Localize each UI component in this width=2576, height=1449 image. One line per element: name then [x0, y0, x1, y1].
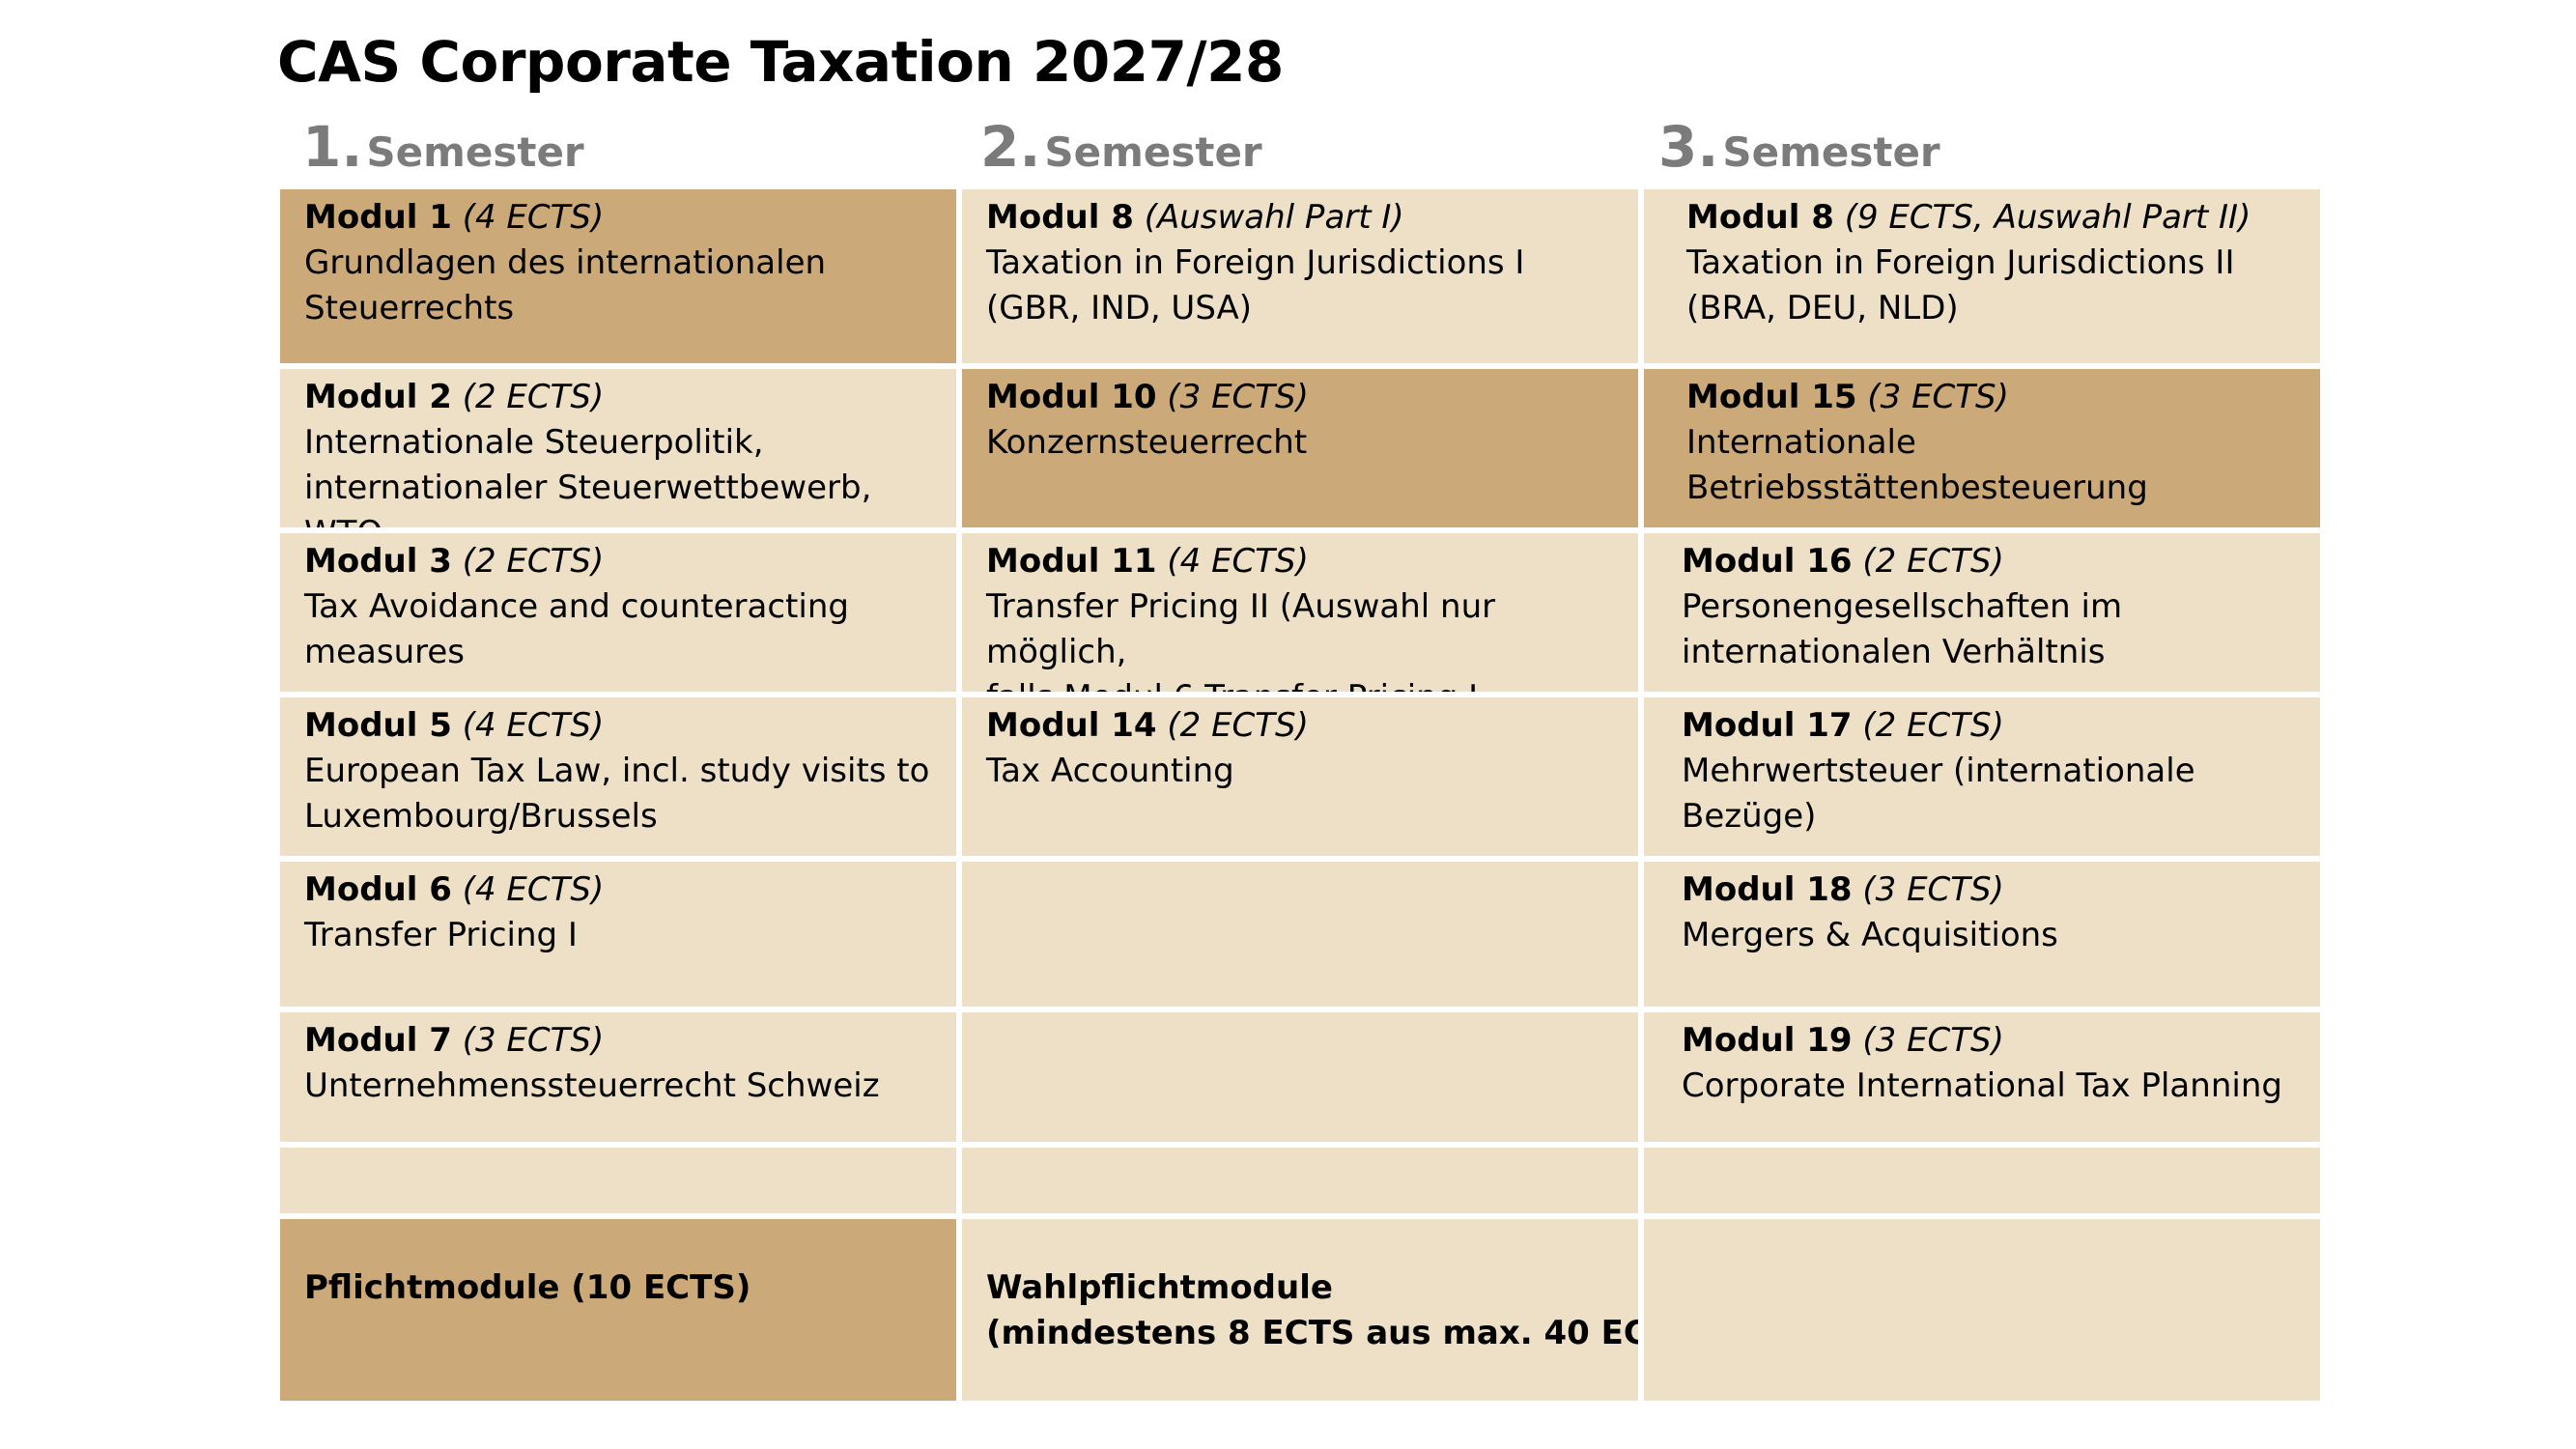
- module-number: Modul 8: [1686, 198, 1834, 237]
- module-number: Modul 15: [1686, 378, 1857, 416]
- module-number: Modul 18: [1682, 870, 1853, 909]
- empty-cell: [1644, 1219, 2320, 1401]
- module-number: Modul 16: [1682, 542, 1853, 581]
- module-number: Modul 7: [304, 1021, 452, 1060]
- semester-number: 2.: [980, 114, 1041, 180]
- module-cell: Modul 15 (3 ECTS) Internationale Betrieb…: [1644, 369, 2320, 527]
- module-description: European Tax Law, incl. study visits to …: [304, 752, 930, 836]
- module-number: Modul 1: [304, 198, 452, 237]
- module-description: Internationale Betriebsstättenbesteuerun…: [1686, 423, 2148, 507]
- module-description: Taxation in Foreign Jurisdictions I (GBR…: [986, 243, 1525, 327]
- module-description: Grundlagen des internationalen Steuerrec…: [304, 243, 827, 327]
- module-ects: (9 ECTS, Auswahl Part II): [1844, 198, 2251, 237]
- pflichtmodule-label: Pflichtmodule (10 ECTS): [304, 1268, 751, 1307]
- module-description: Corporate International Tax Planning: [1682, 1066, 2282, 1105]
- module-cell: Modul 16 (2 ECTS) Personengesellschaften…: [1644, 533, 2320, 692]
- module-ects: (3 ECTS): [1867, 378, 2009, 416]
- module-number: Modul 2: [304, 378, 452, 416]
- module-ects: (3 ECTS): [1862, 870, 2004, 909]
- module-ects: (3 ECTS): [462, 1021, 605, 1060]
- semester-3-header: 3.Semester: [1658, 114, 1940, 180]
- module-ects: (3 ECTS): [1167, 378, 1309, 416]
- semester-label: Semester: [1722, 128, 1940, 176]
- module-cell: Modul 6 (4 ECTS) Transfer Pricing I: [280, 862, 956, 1007]
- module-cell: Modul 18 (3 ECTS) Mergers & Acquisitions: [1644, 862, 2320, 1007]
- module-number: Modul 3: [304, 542, 452, 581]
- module-description: Taxation in Foreign Jurisdictions II (BR…: [1686, 243, 2235, 327]
- wahlpflichtmodule-legend: Wahlpflichtmodule (mindestens 8 ECTS aus…: [962, 1219, 1638, 1401]
- module-cell: Modul 10 (3 ECTS) Konzernsteuerrecht: [962, 369, 1638, 527]
- module-description: Konzernsteuerrecht: [986, 423, 1308, 462]
- module-ects: (4 ECTS): [1167, 542, 1309, 581]
- module-cell: Modul 11 (4 ECTS) Transfer Pricing II (A…: [962, 533, 1638, 692]
- module-ects: (4 ECTS): [462, 706, 605, 745]
- module-ects: (Auswahl Part I): [1144, 198, 1404, 237]
- module-cell: Modul 19 (3 ECTS) Corporate Internationa…: [1644, 1012, 2320, 1142]
- empty-cell: [962, 862, 1638, 1007]
- module-description: Mehrwertsteuer (internationale Bezüge): [1682, 752, 2195, 836]
- module-number: Modul 19: [1682, 1021, 1853, 1060]
- module-description: Unternehmenssteuerrecht Schweiz: [304, 1066, 880, 1105]
- module-cell: Modul 5 (4 ECTS) European Tax Law, incl.…: [280, 697, 956, 856]
- semester-label: Semester: [1044, 128, 1262, 176]
- module-cell: Modul 7 (3 ECTS) Unternehmenssteuerrecht…: [280, 1012, 956, 1142]
- module-cell: Modul 17 (2 ECTS) Mehrwertsteuer (intern…: [1644, 697, 2320, 856]
- module-ects: (2 ECTS): [1862, 706, 2004, 745]
- wahlpflichtmodule-label: Wahlpflichtmodule: [986, 1268, 1333, 1307]
- module-number: Modul 6: [304, 870, 452, 909]
- module-cell: Modul 2 (2 ECTS) Internationale Steuerpo…: [280, 369, 956, 527]
- module-number: Modul 8: [986, 198, 1134, 237]
- empty-cell: [962, 1148, 1638, 1213]
- module-description: Transfer Pricing II (Auswahl nur möglich…: [986, 587, 1496, 692]
- module-description: Mergers & Acquisitions: [1682, 916, 2058, 954]
- module-number: Modul 5: [304, 706, 452, 745]
- module-cell: Modul 8 (Auswahl Part I) Taxation in For…: [962, 189, 1638, 363]
- module-ects: (4 ECTS): [462, 870, 605, 909]
- module-cell: Modul 8 (9 ECTS, Auswahl Part II) Taxati…: [1644, 189, 2320, 363]
- module-number: Modul 10: [986, 378, 1157, 416]
- semester-label: Semester: [366, 128, 584, 176]
- empty-cell: [1644, 1148, 2320, 1213]
- module-number: Modul 14: [986, 706, 1157, 745]
- module-ects: (2 ECTS): [462, 378, 605, 416]
- module-ects: (2 ECTS): [1862, 542, 2004, 581]
- semester-1-header: 1.Semester: [302, 114, 584, 180]
- empty-cell: [962, 1012, 1638, 1142]
- semester-2-header: 2.Semester: [980, 114, 1262, 180]
- page-title: CAS Corporate Taxation 2027/28: [277, 29, 1284, 95]
- module-ects: (2 ECTS): [462, 542, 605, 581]
- module-description: Transfer Pricing I: [304, 916, 578, 954]
- module-description: Tax Accounting: [986, 752, 1234, 790]
- module-description: Personengesellschaften im internationale…: [1682, 587, 2123, 671]
- module-ects: (2 ECTS): [1167, 706, 1309, 745]
- wahlpflichtmodule-note: (mindestens 8 ECTS aus max. 40 ECTS): [986, 1314, 1638, 1352]
- module-number: Modul 11: [986, 542, 1157, 581]
- semester-number: 1.: [302, 114, 363, 180]
- module-cell: Modul 3 (2 ECTS) Tax Avoidance and count…: [280, 533, 956, 692]
- module-cell: Modul 14 (2 ECTS) Tax Accounting: [962, 697, 1638, 856]
- module-description: Tax Avoidance and counteracting measures: [304, 587, 849, 671]
- module-grid: Modul 1 (4 ECTS) Grundlagen des internat…: [280, 189, 2320, 1401]
- pflichtmodule-legend: Pflichtmodule (10 ECTS): [280, 1219, 956, 1401]
- semester-number: 3.: [1658, 114, 1719, 180]
- module-ects: (3 ECTS): [1862, 1021, 2004, 1060]
- empty-cell: [280, 1148, 956, 1213]
- module-description: Internationale Steuerpolitik, internatio…: [304, 423, 872, 527]
- module-ects: (4 ECTS): [462, 198, 605, 237]
- module-number: Modul 17: [1682, 706, 1853, 745]
- module-cell: Modul 1 (4 ECTS) Grundlagen des internat…: [280, 189, 956, 363]
